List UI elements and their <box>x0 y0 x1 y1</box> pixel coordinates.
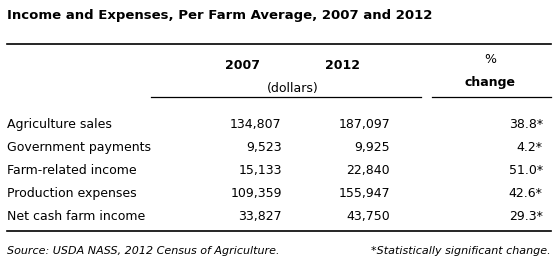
Text: 43,750: 43,750 <box>347 210 390 223</box>
Text: Government payments: Government payments <box>7 141 151 154</box>
Text: 38.8*: 38.8* <box>508 118 543 131</box>
Text: Agriculture sales: Agriculture sales <box>7 118 112 131</box>
Text: 42.6*: 42.6* <box>509 187 543 200</box>
Text: change: change <box>464 76 516 89</box>
Text: 9,925: 9,925 <box>354 141 390 154</box>
Text: 22,840: 22,840 <box>347 164 390 177</box>
Text: 187,097: 187,097 <box>338 118 390 131</box>
Text: 9,523: 9,523 <box>246 141 282 154</box>
Text: 33,827: 33,827 <box>238 210 282 223</box>
Text: 109,359: 109,359 <box>230 187 282 200</box>
Text: Income and Expenses, Per Farm Average, 2007 and 2012: Income and Expenses, Per Farm Average, 2… <box>7 9 432 22</box>
Text: %: % <box>484 53 496 66</box>
Text: 4.2*: 4.2* <box>517 141 543 154</box>
Text: 134,807: 134,807 <box>230 118 282 131</box>
Text: Production expenses: Production expenses <box>7 187 137 200</box>
Text: 2007: 2007 <box>225 59 261 72</box>
Text: 155,947: 155,947 <box>338 187 390 200</box>
Text: Net cash farm income: Net cash farm income <box>7 210 145 223</box>
Text: 15,133: 15,133 <box>238 164 282 177</box>
Text: Farm-related income: Farm-related income <box>7 164 137 177</box>
Text: Source: USDA NASS, 2012 Census of Agriculture.: Source: USDA NASS, 2012 Census of Agricu… <box>7 246 280 256</box>
Text: 29.3*: 29.3* <box>509 210 543 223</box>
Text: 51.0*: 51.0* <box>508 164 543 177</box>
Text: 2012: 2012 <box>325 59 360 72</box>
Text: (dollars): (dollars) <box>267 82 319 95</box>
Text: *Statistically significant change.: *Statistically significant change. <box>372 246 551 256</box>
